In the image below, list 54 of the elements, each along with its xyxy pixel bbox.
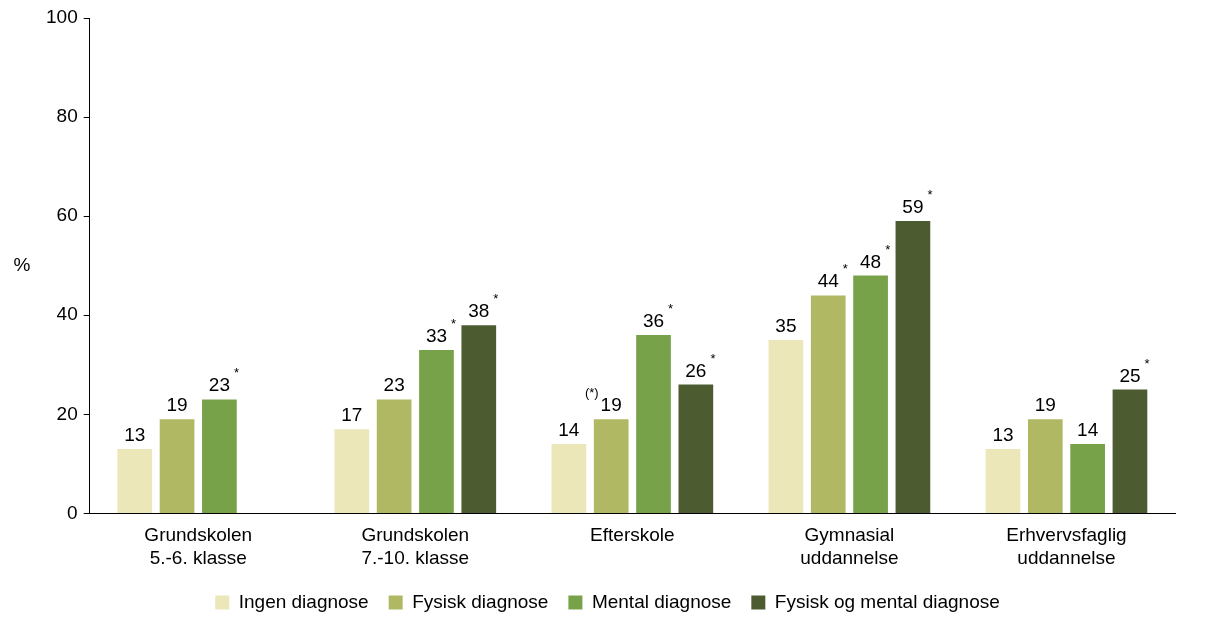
bar	[202, 399, 237, 513]
y-tick-label: 0	[67, 501, 78, 523]
data-label: 14	[558, 419, 580, 441]
bar	[551, 444, 587, 513]
data-label: 19	[1034, 394, 1056, 416]
bar	[419, 349, 454, 513]
x-tick-label: Erhvervsfaglig uddannelse	[1006, 524, 1127, 568]
data-label: 13	[992, 424, 1014, 445]
data-label: 25*	[1119, 355, 1150, 386]
data-label: 38*	[468, 291, 499, 322]
bar	[1112, 389, 1148, 513]
data-label: 35	[775, 315, 797, 337]
bar	[376, 399, 412, 513]
legend-label: Fysisk og mental diagnose	[774, 590, 1000, 612]
data-label: 23	[383, 374, 405, 396]
y-axis-title: %	[13, 253, 31, 275]
data-label: 59*	[902, 187, 933, 218]
data-label: 19	[166, 394, 188, 416]
legend-label: Mental diagnose	[591, 590, 732, 612]
y-tick-label: 20	[56, 402, 78, 424]
data-label: 36*	[642, 301, 674, 332]
data-label: 23*	[208, 365, 240, 396]
bar	[159, 419, 195, 513]
bar	[117, 449, 153, 513]
bar	[461, 325, 497, 513]
data-label: 14	[1077, 419, 1099, 441]
data-label: (*)19	[584, 385, 622, 416]
data-label: 44*	[817, 261, 848, 292]
x-tick-label: Grundskolen 5.-6. klasse	[144, 524, 253, 568]
data-label: 13	[124, 424, 146, 445]
bar	[636, 335, 671, 513]
data-label: 26*	[685, 350, 716, 381]
y-tick-label: 40	[56, 303, 78, 325]
bar	[853, 275, 888, 513]
bar	[768, 340, 804, 513]
legend-label: Fysisk diagnose	[412, 590, 549, 612]
x-tick-label: Gymnasial uddannelse	[800, 524, 899, 568]
y-tick-label: 80	[56, 105, 78, 127]
bar	[678, 384, 714, 513]
x-tick-label: Grundskolen 7.-10. klasse	[361, 524, 470, 568]
data-label: 48*	[860, 241, 891, 272]
y-tick-label: 60	[56, 204, 78, 226]
bar	[895, 221, 931, 513]
bar	[1027, 419, 1063, 513]
bar	[593, 419, 629, 513]
y-tick-label: 100	[46, 6, 78, 28]
bar	[1070, 444, 1105, 513]
data-label: 33*	[425, 315, 457, 346]
x-tick-label: Efterskole	[590, 524, 675, 546]
legend-label: Ingen diagnose	[238, 590, 369, 612]
data-label: 17	[341, 404, 363, 426]
bar	[810, 295, 846, 513]
bar	[985, 449, 1021, 513]
bar	[334, 429, 370, 513]
